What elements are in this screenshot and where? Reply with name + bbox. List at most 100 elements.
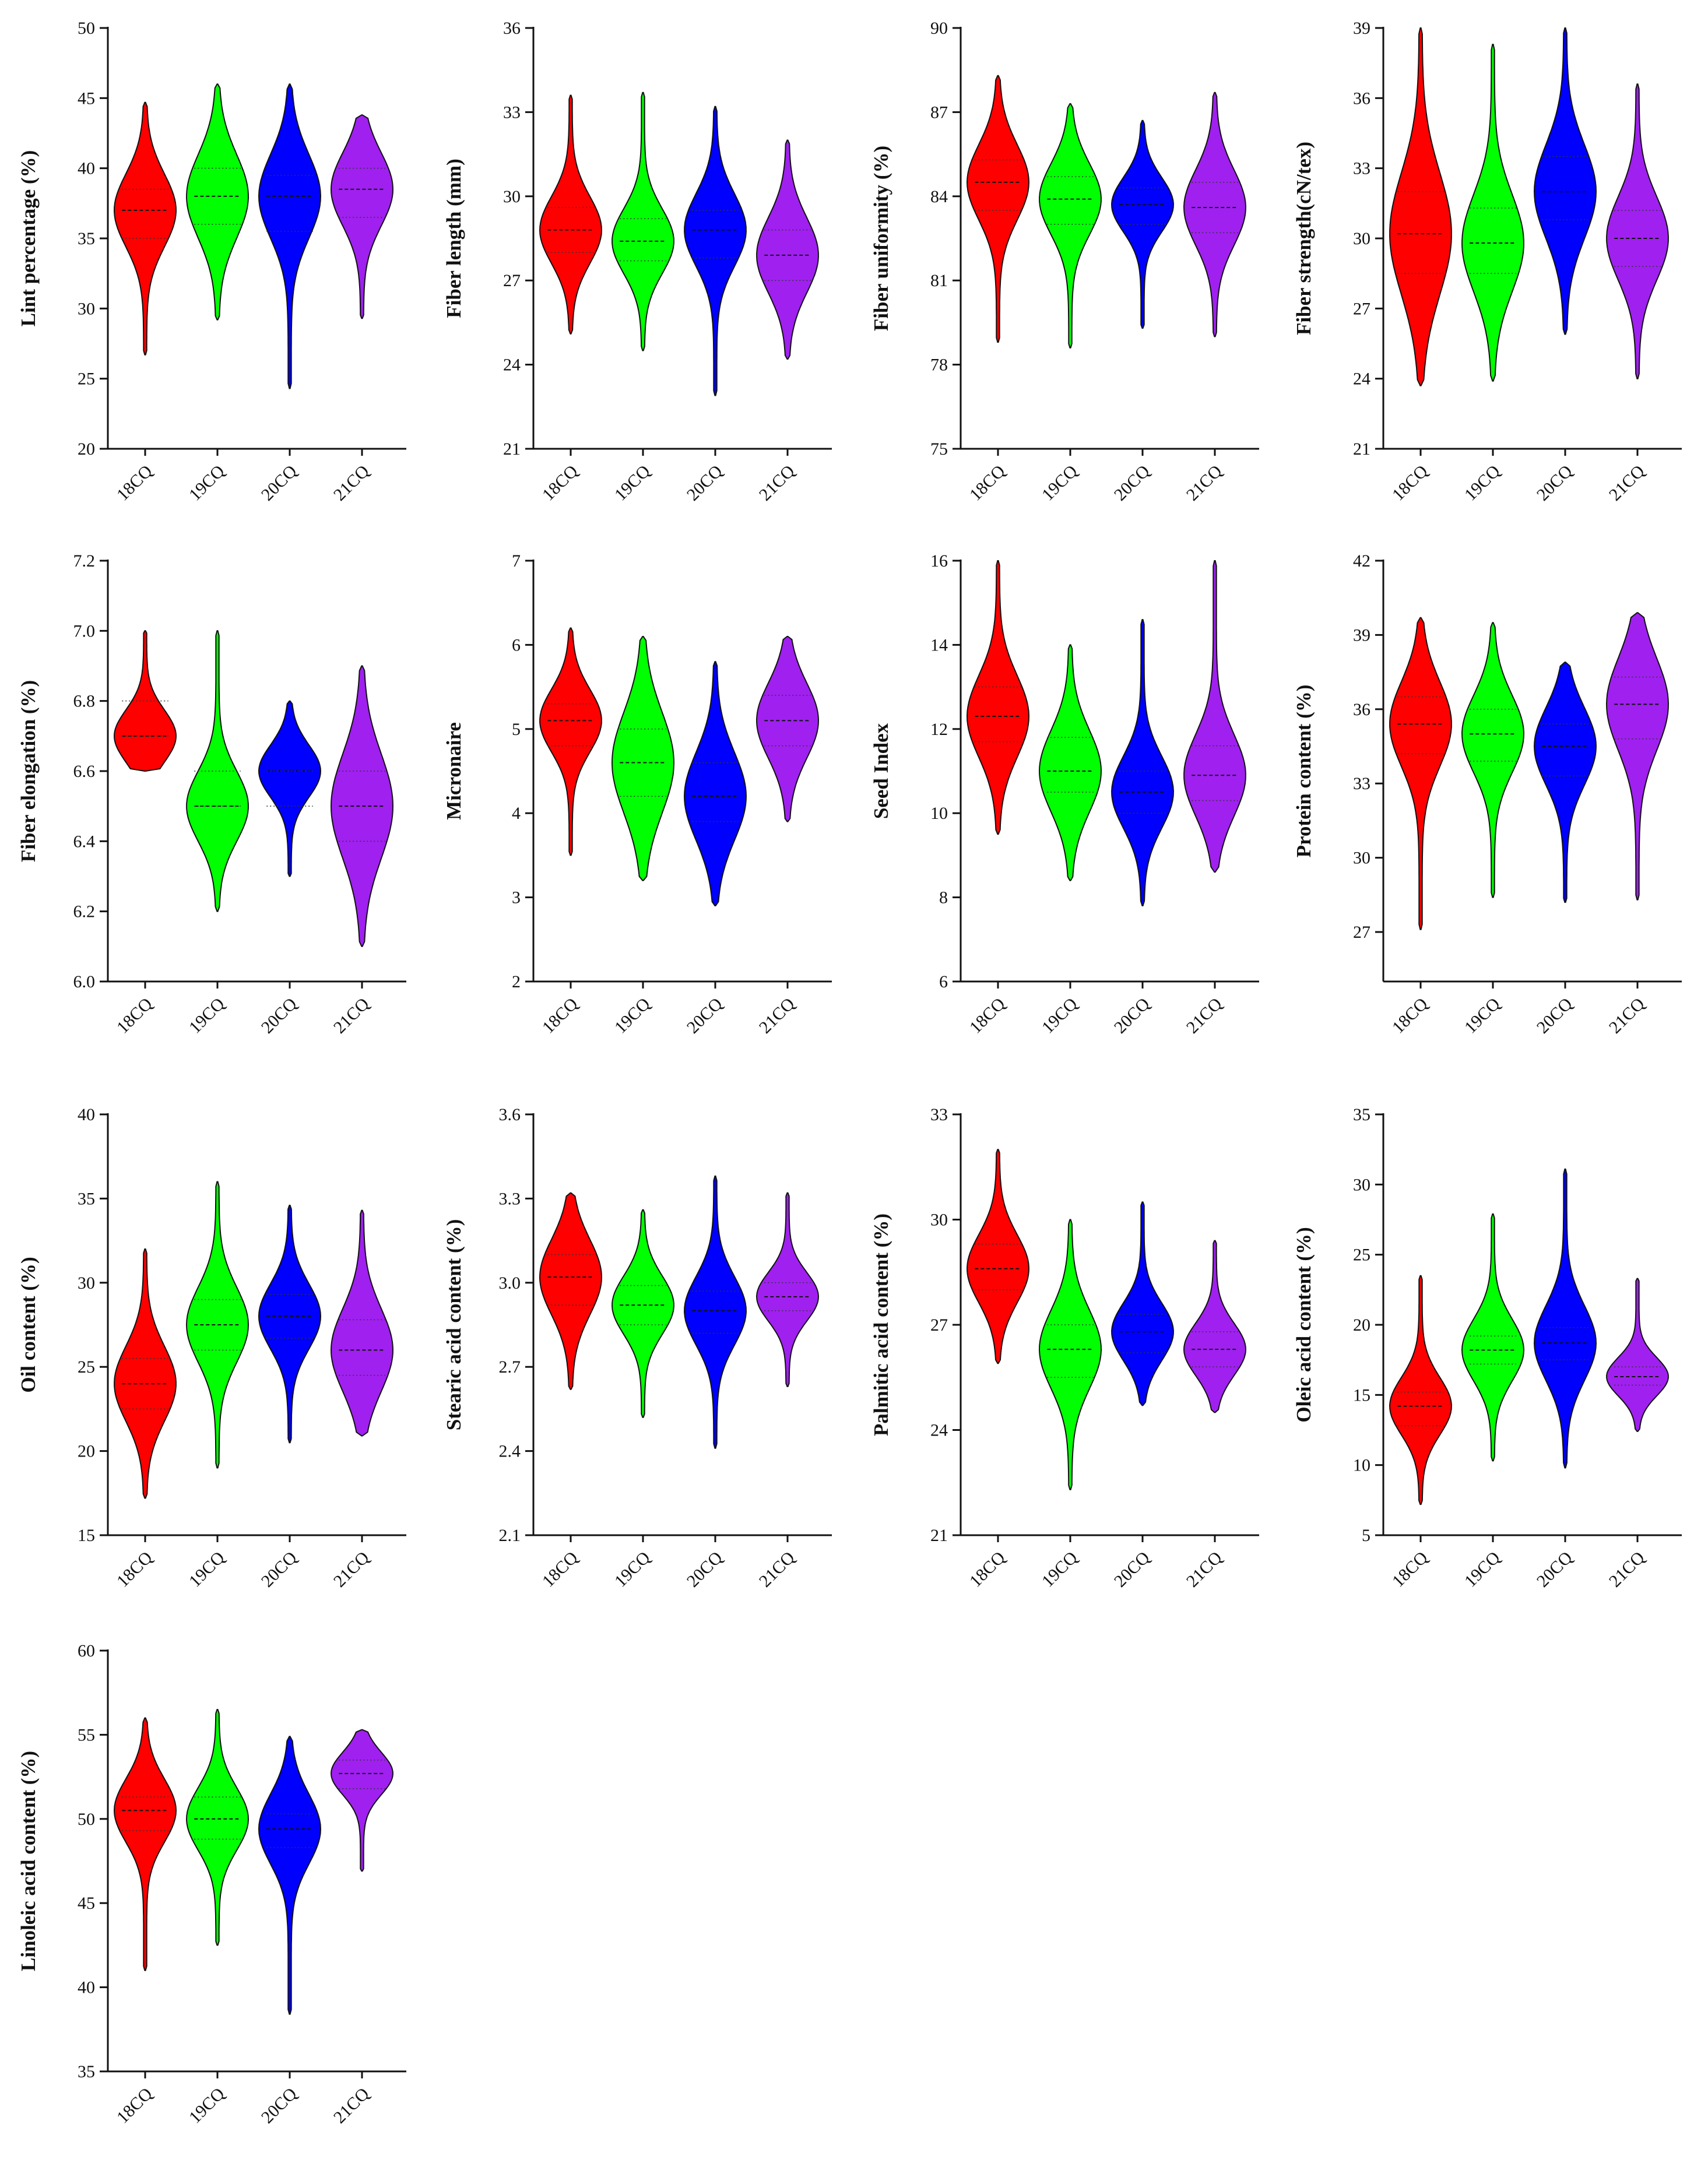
y-tick-label: 3 bbox=[512, 888, 521, 907]
y-tick-label: 27 bbox=[930, 1315, 948, 1335]
violin-body bbox=[113, 1717, 177, 1971]
violin-body bbox=[539, 94, 603, 335]
chart-panel: 21 24 27 30 33 36 39 Fiber strength(cN/tex) 18CQ… bbox=[1292, 19, 1682, 505]
y-tick-label: 6.8 bbox=[73, 692, 96, 711]
y-axis-title: Fiber strength(cN/tex) bbox=[1292, 142, 1315, 335]
x-category-label: 19CQ bbox=[1038, 1547, 1081, 1591]
y-tick-label: 60 bbox=[78, 1641, 95, 1661]
y-tick-label: 35 bbox=[78, 1189, 95, 1208]
y-axis-title: Oil content (%) bbox=[17, 1257, 40, 1392]
y-tick-label: 8 bbox=[939, 888, 948, 907]
x-category-label: 20CQ bbox=[258, 1547, 301, 1591]
y-tick-label: 24 bbox=[930, 1421, 948, 1440]
violin-body bbox=[330, 114, 394, 319]
x-category-label: 18CQ bbox=[966, 994, 1009, 1037]
y-tick-label: 27 bbox=[1353, 299, 1370, 318]
y-tick-label: 16 bbox=[930, 551, 948, 571]
violin-body bbox=[1038, 1219, 1102, 1490]
violin-body bbox=[113, 630, 177, 772]
violin-body bbox=[330, 665, 394, 947]
x-category-label: 20CQ bbox=[258, 994, 301, 1037]
x-category-label: 20CQ bbox=[683, 461, 726, 504]
chart-panel: 21 24 27 30 33 36 Fiber length (mm) 18CQ 19CQ 20C… bbox=[442, 19, 832, 505]
violin-body bbox=[755, 1192, 820, 1387]
x-category-label: 21CQ bbox=[330, 994, 373, 1037]
x-category-label: 19CQ bbox=[185, 994, 229, 1037]
y-tick-label: 40 bbox=[78, 1105, 95, 1124]
violin-body bbox=[755, 636, 820, 822]
y-tick-label: 6.6 bbox=[73, 762, 96, 781]
chart-panel: 21 24 27 30 33 Palmitic acid content (%) 18CQ 1… bbox=[870, 1105, 1259, 1591]
y-tick-label: 39 bbox=[1353, 19, 1370, 38]
y-tick-label: 30 bbox=[78, 299, 95, 318]
y-axis-title: Stearic acid content (%) bbox=[442, 1219, 465, 1431]
y-tick-label: 6.2 bbox=[73, 902, 96, 921]
x-category-label: 18CQ bbox=[539, 461, 582, 504]
y-tick-label: 5 bbox=[512, 720, 521, 739]
y-tick-label: 45 bbox=[78, 89, 95, 108]
x-category-label: 19CQ bbox=[185, 461, 229, 504]
violin-body bbox=[1110, 619, 1175, 906]
violin-body bbox=[611, 1209, 674, 1418]
x-category-label: 20CQ bbox=[1110, 994, 1154, 1037]
x-category-label: 19CQ bbox=[611, 1547, 654, 1591]
y-tick-label: 7.2 bbox=[73, 551, 96, 571]
y-tick-label: 6 bbox=[512, 635, 521, 655]
y-tick-label: 81 bbox=[930, 271, 948, 290]
x-category-label: 21CQ bbox=[755, 461, 799, 504]
x-category-label: 20CQ bbox=[1110, 461, 1154, 504]
x-category-label: 20CQ bbox=[258, 2084, 301, 2127]
y-tick-label: 2.1 bbox=[499, 1526, 521, 1545]
violin-body bbox=[611, 92, 674, 351]
y-tick-label: 35 bbox=[1353, 1105, 1370, 1124]
y-tick-label: 55 bbox=[78, 1725, 95, 1744]
violin-body bbox=[1461, 44, 1524, 382]
x-category-label: 19CQ bbox=[1038, 461, 1081, 504]
violin-body bbox=[1039, 103, 1102, 349]
x-category-label: 21CQ bbox=[330, 461, 373, 504]
y-tick-label: 3.3 bbox=[499, 1189, 521, 1208]
y-tick-label: 33 bbox=[503, 103, 521, 122]
violin-body bbox=[331, 1729, 393, 1872]
x-category-label: 21CQ bbox=[1183, 994, 1226, 1037]
chart-panel: 2.1 2.4 2.7 3.0 3.3 3.6 Stearic acid content (… bbox=[442, 1105, 832, 1591]
x-category-label: 21CQ bbox=[1605, 994, 1649, 1037]
violin-body bbox=[1038, 644, 1102, 881]
chart-panel: 20 25 30 35 40 45 50 Lint percentage (%) 18CQ 19C… bbox=[17, 19, 406, 505]
y-tick-label: 39 bbox=[1353, 625, 1370, 645]
y-tick-label: 40 bbox=[78, 1978, 95, 1997]
y-tick-label: 2 bbox=[512, 972, 521, 991]
violin-body bbox=[756, 139, 819, 360]
y-axis-title: Palmitic acid content (%) bbox=[870, 1213, 892, 1436]
x-category-label: 18CQ bbox=[1389, 994, 1432, 1037]
x-category-label: 18CQ bbox=[539, 994, 582, 1037]
x-category-label: 19CQ bbox=[611, 994, 654, 1037]
violin-body bbox=[539, 1192, 603, 1390]
y-axis-title: Seed Index bbox=[870, 723, 892, 819]
x-category-label: 20CQ bbox=[258, 461, 301, 504]
violin-body bbox=[258, 83, 322, 389]
violin-body bbox=[1389, 617, 1452, 930]
y-tick-label: 10 bbox=[930, 804, 948, 823]
x-category-label: 20CQ bbox=[1533, 461, 1576, 504]
violin-body bbox=[258, 1205, 322, 1444]
x-category-label: 18CQ bbox=[539, 1547, 582, 1591]
y-tick-label: 35 bbox=[78, 229, 95, 248]
x-category-label: 21CQ bbox=[1605, 1547, 1649, 1591]
violin-body bbox=[966, 75, 1030, 343]
y-tick-label: 6 bbox=[939, 972, 948, 991]
violin-body bbox=[258, 700, 322, 877]
violin-body bbox=[684, 105, 747, 396]
x-category-label: 21CQ bbox=[330, 2084, 373, 2127]
x-category-label: 21CQ bbox=[1183, 1547, 1226, 1591]
violin-body bbox=[1183, 1240, 1247, 1413]
x-category-label: 20CQ bbox=[683, 994, 726, 1037]
y-axis-title: Protein content (%) bbox=[1292, 685, 1315, 858]
y-tick-label: 25 bbox=[78, 1357, 95, 1377]
y-tick-label: 78 bbox=[930, 356, 948, 375]
y-tick-label: 35 bbox=[78, 2062, 95, 2081]
violin-body bbox=[1533, 1168, 1597, 1469]
y-tick-label: 33 bbox=[1353, 159, 1370, 178]
x-category-label: 20CQ bbox=[1533, 994, 1576, 1037]
